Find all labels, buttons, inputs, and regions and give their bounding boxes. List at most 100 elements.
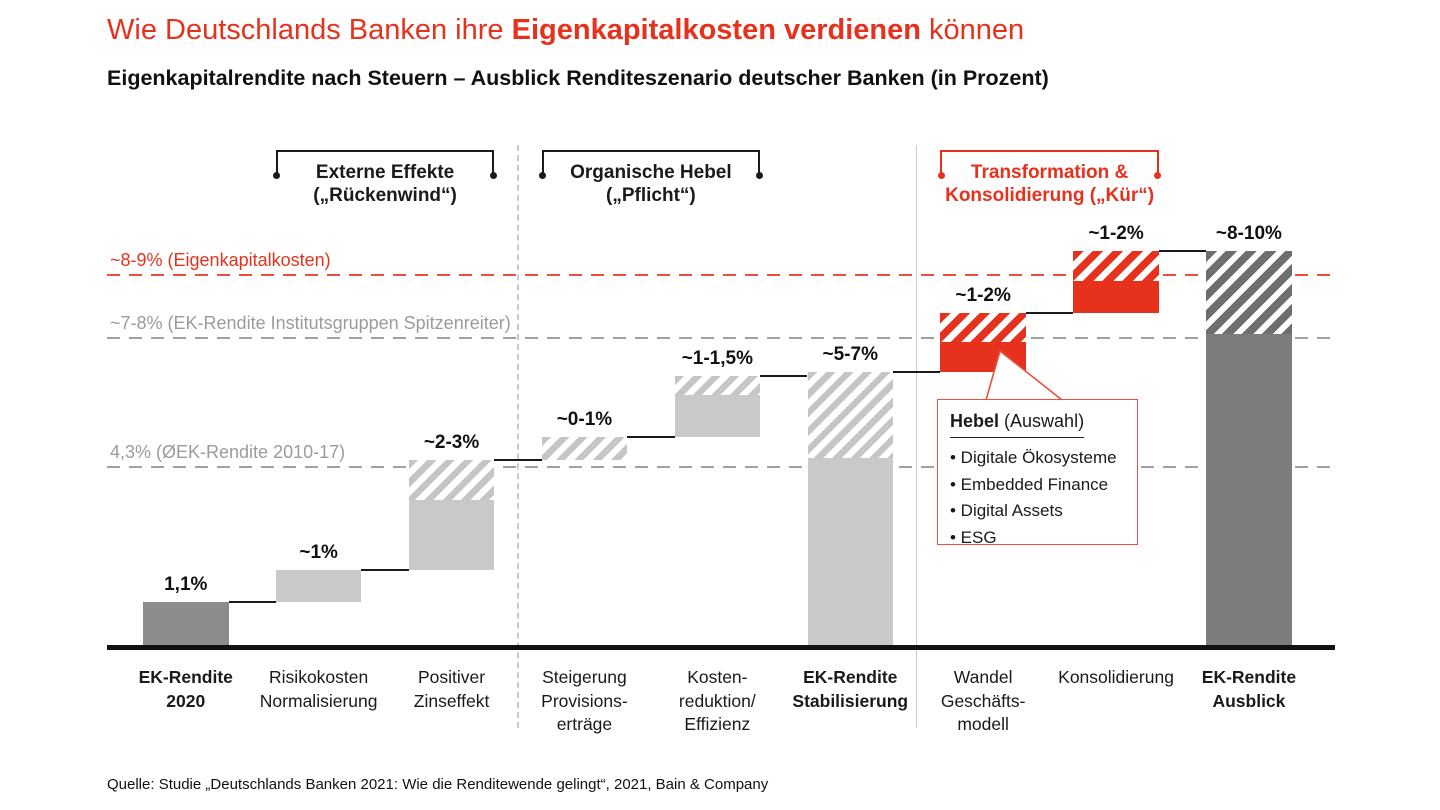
bar-category-line: Konsolidierung bbox=[1058, 667, 1174, 687]
waterfall-bar-solid-segment bbox=[1206, 333, 1292, 648]
callout-item: • Digital Assets bbox=[950, 501, 1063, 520]
bar-category-line: 2020 bbox=[166, 690, 206, 711]
bar-category-line: Steigerung bbox=[542, 667, 627, 687]
bar-category-line: Wandel bbox=[953, 667, 1013, 687]
bar-category-line: reduktion/ bbox=[678, 690, 756, 711]
bar-category-line: Provisions- bbox=[541, 690, 628, 711]
bar-category-line: Normalisierung bbox=[259, 690, 378, 711]
reference-line bbox=[107, 273, 1333, 276]
step-connector bbox=[893, 370, 941, 373]
group-bracket: Transformation & Konsolidierung („Kür“) bbox=[937, 150, 1162, 210]
group-bracket-dot bbox=[1154, 172, 1162, 179]
group-bracket-label-line: Konsolidierung („Kür“) bbox=[945, 185, 1155, 206]
waterfall-bar-hatched-segment bbox=[408, 460, 495, 501]
bar-category-label: Wandel Geschäfts-modell bbox=[903, 666, 1063, 737]
waterfall-bar-hatched-segment bbox=[674, 375, 761, 395]
bar-category-line: Effizienz bbox=[684, 714, 751, 734]
group-bracket-end bbox=[940, 150, 943, 173]
group-bracket-top bbox=[940, 150, 1159, 152]
group-bracket-lbl: Externe Effekte („Rückenwind“) bbox=[276, 161, 494, 207]
group-bracket-top bbox=[541, 150, 761, 152]
waterfall-bar-solid-segment bbox=[674, 394, 761, 437]
bar-value-label: ~2-3% bbox=[423, 432, 480, 454]
group-bracket: Organische Hebel („Pflicht“) bbox=[539, 150, 763, 210]
bar-value-label: ~1-2% bbox=[1088, 223, 1144, 245]
reference-line-label: ~7-8% (EK-Rendite Institutsgruppen Spitz… bbox=[110, 312, 511, 333]
bar-value-label: 1,1% bbox=[164, 573, 208, 595]
bar-value-label: ~5-7% bbox=[822, 343, 878, 365]
group-bracket-label-line: Externe Effekte bbox=[315, 162, 455, 183]
callout-box: Hebel (Auswahl) • Digitale Ökosysteme • Em… bbox=[937, 399, 1138, 547]
callout-heading: Hebel (Auswahl) bbox=[950, 411, 1085, 438]
group-bracket-end bbox=[541, 150, 544, 173]
callout-item: • Embedded Finance bbox=[950, 474, 1109, 494]
callout-item: • Digitale Ökosysteme bbox=[950, 448, 1117, 467]
group-bracket-label-line: Transformation & bbox=[970, 162, 1129, 183]
bar-category-label: Positiver Zinseffekt bbox=[372, 666, 532, 713]
waterfall-bar-hatched-segment bbox=[541, 437, 628, 461]
callout-item: • ESG bbox=[950, 527, 997, 547]
chart-subtitle: Eigenkapitalrendite nach Steuern – Ausbl… bbox=[107, 66, 1049, 90]
waterfall-bar-hatched-segment bbox=[1073, 251, 1159, 281]
bar-category-line: Stabilisierung bbox=[792, 690, 909, 711]
callout-heading-bold: Hebel bbox=[950, 411, 1000, 431]
step-connector bbox=[760, 374, 808, 377]
group-bracket-dot bbox=[755, 172, 763, 179]
bar-category-line: Geschäfts- bbox=[940, 690, 1026, 711]
waterfall-bar-hatched-segment bbox=[1206, 251, 1292, 334]
bar-category-line: EK-Rendite bbox=[1201, 667, 1297, 687]
reference-line bbox=[107, 336, 1333, 340]
group-bracket-label-line: Organische Hebel bbox=[570, 162, 732, 183]
bar-category-line: Positiver bbox=[417, 667, 486, 687]
bar-category-label: EK-Rendite Stabilisierung bbox=[770, 666, 930, 713]
waterfall-bar-hatched-segment bbox=[807, 371, 893, 459]
bar-category-line: Ausblick bbox=[1212, 690, 1286, 711]
page-title: Wie Deutschlands Banken ihre Eigenkapita… bbox=[107, 14, 1024, 47]
section-divider bbox=[915, 145, 918, 728]
bar-category-label: Steigerung Provisions-erträge bbox=[504, 666, 664, 737]
group-bracket-end bbox=[275, 150, 278, 173]
waterfall-bar-solid-segment bbox=[807, 458, 893, 648]
bar-category-label: EK-Rendite Ausblick bbox=[1169, 666, 1329, 713]
bar-category-label: Kosten-reduktion/Effizienz bbox=[637, 666, 797, 737]
waterfall-bar-solid-segment bbox=[408, 500, 495, 570]
group-bracket-label-line: („Pflicht“) bbox=[606, 185, 696, 206]
bar-value-label: ~1-1,5% bbox=[681, 347, 753, 369]
step-connector bbox=[1158, 250, 1207, 253]
group-bracket-dot bbox=[937, 172, 945, 179]
group-bracket-lbl: Transformation & Konsolidierung („Kür“) bbox=[940, 161, 1158, 207]
bar-category-label: Konsolidierung bbox=[1036, 666, 1196, 690]
step-connector bbox=[1025, 311, 1074, 314]
reference-line-label: ~8-9% (Eigenkapitalkosten) bbox=[110, 249, 331, 270]
step-connector bbox=[494, 459, 542, 462]
bar-value-label: ~8-10% bbox=[1215, 223, 1282, 245]
reference-line bbox=[107, 465, 1333, 468]
bar-category-label: Risikokosten Normalisierung bbox=[239, 666, 399, 713]
step-connector bbox=[627, 436, 675, 438]
callout-pointer bbox=[984, 349, 1065, 401]
group-bracket-dot bbox=[539, 172, 547, 179]
waterfall-bar-solid-segment bbox=[143, 601, 229, 648]
group-bracket-dot bbox=[273, 172, 281, 179]
bar-category-line: Zinseffekt bbox=[413, 690, 490, 711]
bar-value-label: ~0-1% bbox=[556, 409, 613, 430]
group-bracket: Externe Effekte („Rückenwind“) bbox=[273, 150, 497, 210]
waterfall-bar-solid-segment bbox=[1073, 280, 1159, 313]
bar-category-line: modell bbox=[957, 714, 1009, 734]
bar-category-line: erträge bbox=[556, 714, 613, 734]
bar-category-line: Risikokosten bbox=[269, 667, 369, 687]
title-highlight: Eigenkapitalkosten verdienen bbox=[511, 14, 921, 46]
section-divider bbox=[517, 145, 519, 728]
group-bracket-lbl: Organische Hebel („Pflicht“) bbox=[542, 161, 760, 207]
bar-category-label: EK-Rendite 2020 bbox=[106, 666, 266, 713]
waterfall-bar-solid-segment bbox=[275, 569, 362, 602]
group-bracket-label-line: („Rückenwind“) bbox=[313, 185, 457, 206]
reference-line-label: 4,3% (ØEK-Rendite 2010-17) bbox=[110, 441, 346, 462]
bar-value-label: ~1% bbox=[299, 541, 338, 563]
group-bracket-top bbox=[275, 150, 495, 152]
bar-category-line: Kosten- bbox=[687, 667, 748, 687]
waterfall-bar-hatched-segment bbox=[940, 312, 1026, 343]
group-bracket-dot bbox=[489, 172, 497, 179]
